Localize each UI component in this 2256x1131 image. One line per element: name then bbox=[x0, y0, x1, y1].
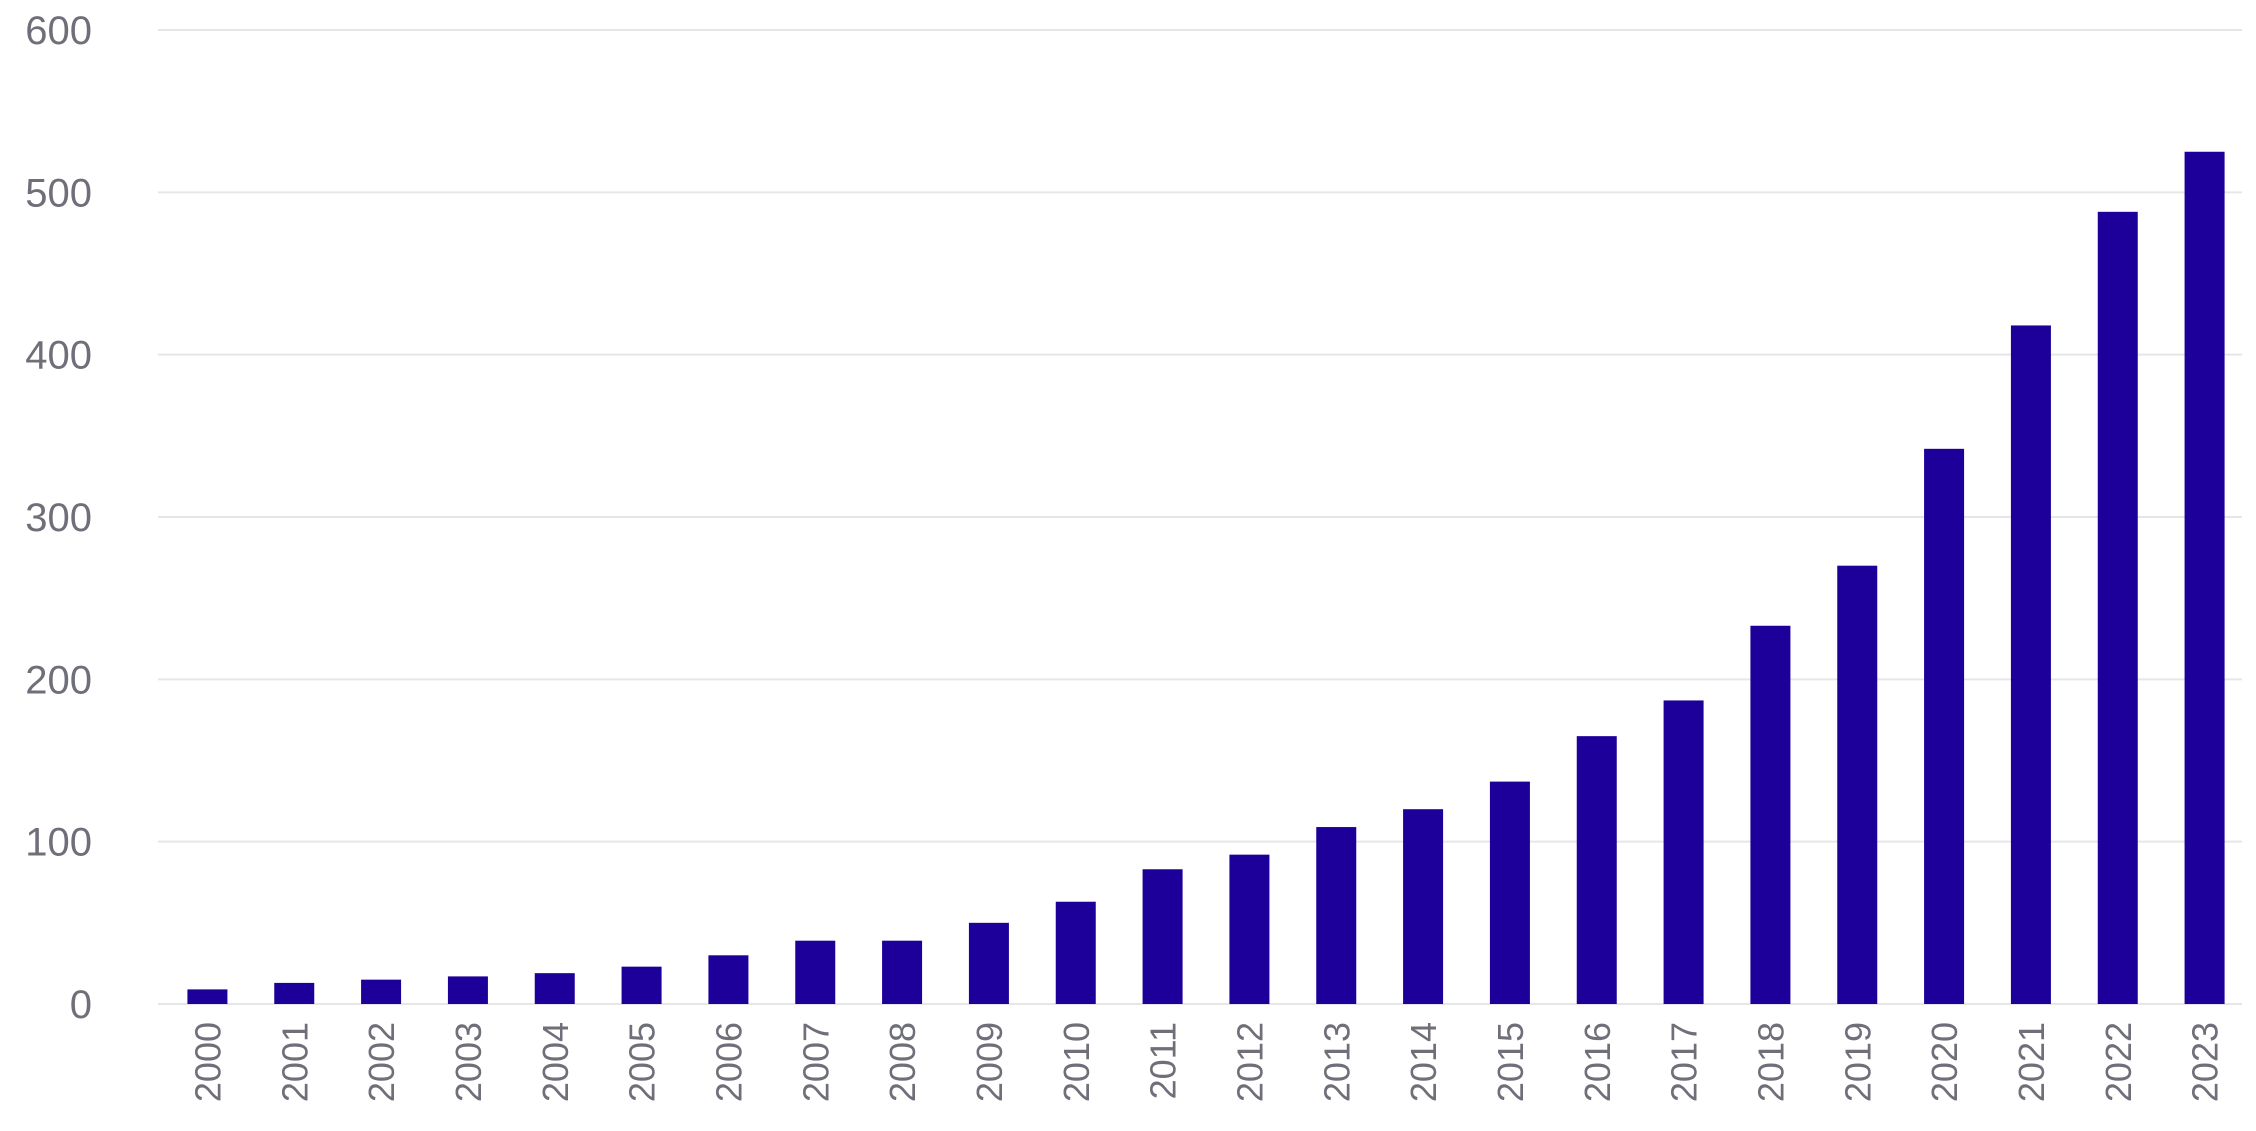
y-tick-label: 300 bbox=[25, 496, 92, 540]
bar-2004 bbox=[534, 973, 575, 1004]
bar-2012 bbox=[1229, 854, 1270, 1004]
x-tick-label: 2008 bbox=[882, 1022, 923, 1102]
x-tick-label: 2005 bbox=[622, 1022, 663, 1102]
y-tick-label: 500 bbox=[25, 171, 92, 215]
bar-2022 bbox=[2097, 211, 2138, 1004]
x-tick-label: 2003 bbox=[448, 1022, 489, 1102]
x-tick-label: 2011 bbox=[1143, 1022, 1184, 1099]
bar-2020 bbox=[1924, 448, 1965, 1004]
bar-2016 bbox=[1576, 736, 1617, 1004]
x-tick-label: 2023 bbox=[2185, 1022, 2226, 1102]
x-tick-label: 2004 bbox=[535, 1022, 576, 1102]
x-tick-label: 2010 bbox=[1056, 1022, 1097, 1102]
bars bbox=[187, 151, 2225, 1004]
bar-2000 bbox=[187, 989, 228, 1004]
bar-2013 bbox=[1316, 827, 1357, 1004]
bar-2008 bbox=[882, 940, 923, 1004]
x-tick-label: 2019 bbox=[1837, 1022, 1878, 1102]
x-tick-label: 2000 bbox=[187, 1022, 228, 1102]
bar-2019 bbox=[1837, 565, 1878, 1004]
x-tick-label: 2002 bbox=[361, 1022, 402, 1102]
bar-2023 bbox=[2184, 151, 2225, 1004]
x-tick-label: 2009 bbox=[969, 1022, 1010, 1102]
bar-2011 bbox=[1142, 869, 1183, 1004]
bar-2006 bbox=[708, 955, 749, 1004]
x-tick-label: 2016 bbox=[1577, 1022, 1618, 1102]
bar-2014 bbox=[1403, 809, 1444, 1004]
y-tick-label: 600 bbox=[25, 9, 92, 53]
x-tick-label: 2021 bbox=[2011, 1022, 2052, 1102]
bar-2007 bbox=[795, 940, 836, 1004]
bar-2002 bbox=[361, 979, 402, 1004]
bar-2010 bbox=[1055, 901, 1096, 1004]
grid-lines bbox=[158, 29, 2242, 1005]
bar-2009 bbox=[968, 922, 1009, 1004]
y-tick-label: 100 bbox=[25, 821, 92, 865]
bar-2003 bbox=[447, 976, 488, 1004]
y-tick-label: 0 bbox=[70, 983, 92, 1027]
bar-2001 bbox=[274, 982, 315, 1004]
y-axis-tick-labels: 0 100 200 300 400 500 600 bbox=[25, 9, 92, 1027]
x-tick-label: 2001 bbox=[274, 1022, 315, 1102]
x-tick-label: 2017 bbox=[1664, 1022, 1705, 1102]
bar-2018 bbox=[1750, 625, 1791, 1004]
y-tick-label: 200 bbox=[25, 658, 92, 702]
x-axis-tick-labels: 2000 2001 2002 2003 2004 2005 2006 2007 2008 2009… bbox=[187, 1022, 2225, 1102]
y-tick-label: 400 bbox=[25, 334, 92, 378]
x-tick-label: 2022 bbox=[2098, 1022, 2139, 1102]
x-tick-label: 2015 bbox=[1490, 1022, 1531, 1102]
bar-2017 bbox=[1663, 700, 1704, 1004]
x-tick-label: 2014 bbox=[1403, 1022, 1444, 1102]
bar-2021 bbox=[2010, 325, 2051, 1004]
x-tick-label: 2020 bbox=[1924, 1022, 1965, 1102]
bar-2005 bbox=[621, 966, 662, 1004]
x-tick-label: 2018 bbox=[1750, 1022, 1791, 1102]
x-tick-label: 2012 bbox=[1229, 1022, 1270, 1102]
x-tick-label: 2006 bbox=[708, 1022, 749, 1102]
x-tick-label: 2013 bbox=[1316, 1022, 1357, 1102]
bar-2015 bbox=[1489, 781, 1530, 1004]
x-tick-label: 2007 bbox=[795, 1022, 836, 1102]
